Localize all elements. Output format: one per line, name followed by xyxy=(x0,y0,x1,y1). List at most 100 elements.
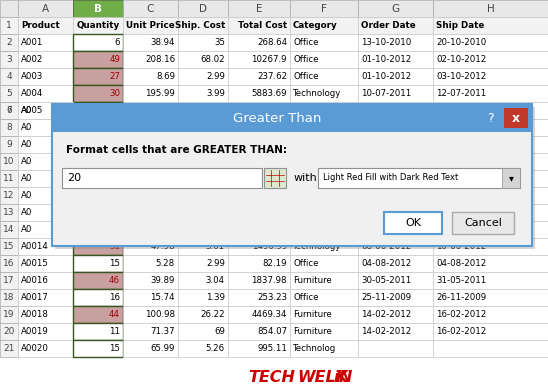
Bar xyxy=(433,306,548,323)
Text: 13-10-2010: 13-10-2010 xyxy=(361,38,411,47)
Text: 46: 46 xyxy=(109,276,120,285)
Bar xyxy=(228,306,290,323)
Bar xyxy=(433,17,548,34)
Bar xyxy=(290,51,358,68)
Text: 26.22: 26.22 xyxy=(201,310,225,319)
Bar xyxy=(123,272,178,289)
Text: 39.89: 39.89 xyxy=(151,276,175,285)
Text: B: B xyxy=(94,3,102,13)
Text: 10-07-2011: 10-07-2011 xyxy=(361,89,411,98)
Bar xyxy=(0,340,18,357)
Text: 3.04: 3.04 xyxy=(206,276,225,285)
Text: A0016: A0016 xyxy=(21,276,49,285)
Bar xyxy=(228,102,290,119)
Text: 8.69: 8.69 xyxy=(156,72,175,81)
Bar xyxy=(123,17,178,34)
Text: ?: ? xyxy=(487,112,493,124)
Bar xyxy=(123,323,178,340)
Text: 237.62: 237.62 xyxy=(257,72,287,81)
Bar xyxy=(228,272,290,289)
Text: 19: 19 xyxy=(3,310,15,319)
Bar xyxy=(73,289,123,306)
Text: A005: A005 xyxy=(21,106,43,115)
Bar xyxy=(290,102,358,119)
Bar xyxy=(18,119,73,136)
Text: Light Red Fill with Dark Red Text: Light Red Fill with Dark Red Text xyxy=(323,174,458,182)
Text: 01-10-2012: 01-10-2012 xyxy=(361,55,411,64)
Bar xyxy=(0,170,18,187)
Bar xyxy=(433,323,548,340)
Bar xyxy=(62,168,262,188)
Text: Format cells that are GREATER THAN:: Format cells that are GREATER THAN: xyxy=(66,145,287,155)
Text: Office: Office xyxy=(293,72,318,81)
Bar xyxy=(18,136,73,153)
Bar xyxy=(264,168,286,188)
Bar xyxy=(433,136,548,153)
Bar xyxy=(228,68,290,85)
Text: 14-02-2012: 14-02-2012 xyxy=(361,327,411,336)
Bar xyxy=(0,306,18,323)
Bar xyxy=(0,102,18,119)
Text: 28-08-2010: 28-08-2010 xyxy=(361,106,411,115)
Bar xyxy=(123,85,178,102)
Text: 21.78: 21.78 xyxy=(150,106,175,115)
Bar xyxy=(123,51,178,68)
Bar xyxy=(433,170,548,187)
Text: 5883.69: 5883.69 xyxy=(252,89,287,98)
Text: 69: 69 xyxy=(214,327,225,336)
Text: 854.07: 854.07 xyxy=(257,327,287,336)
Text: A003: A003 xyxy=(21,72,43,81)
Bar xyxy=(452,212,514,234)
Text: A0: A0 xyxy=(21,174,32,183)
Text: 19: 19 xyxy=(109,106,120,115)
Text: 10267.9: 10267.9 xyxy=(252,55,287,64)
Text: 16: 16 xyxy=(109,293,120,302)
Text: 010: 010 xyxy=(436,191,453,200)
Text: 012: 012 xyxy=(436,225,453,234)
Text: N: N xyxy=(339,370,352,385)
Bar xyxy=(504,108,528,128)
Text: A0017: A0017 xyxy=(21,293,49,302)
Text: Technology: Technology xyxy=(293,89,341,98)
Bar xyxy=(73,272,123,289)
Text: 04-08-2012: 04-08-2012 xyxy=(436,259,486,268)
Text: 5.26: 5.26 xyxy=(206,344,225,353)
Text: Technolog: Technolog xyxy=(293,344,336,353)
Text: 71.37: 71.37 xyxy=(150,327,175,336)
Text: 16-02-2012: 16-02-2012 xyxy=(436,310,486,319)
Text: A0014: A0014 xyxy=(21,242,49,251)
Bar xyxy=(0,0,18,17)
Bar xyxy=(433,238,548,255)
Bar xyxy=(178,68,228,85)
Text: 15: 15 xyxy=(109,344,120,353)
Text: 253.23: 253.23 xyxy=(257,293,287,302)
Bar xyxy=(18,102,73,119)
Bar xyxy=(0,323,18,340)
Bar xyxy=(228,238,290,255)
Text: 010: 010 xyxy=(436,208,453,217)
Text: 12: 12 xyxy=(3,191,15,200)
Text: E: E xyxy=(256,3,262,13)
Bar xyxy=(433,340,548,357)
Text: Category: Category xyxy=(293,21,338,30)
Text: A0020: A0020 xyxy=(21,344,49,353)
Bar xyxy=(433,85,548,102)
Bar xyxy=(433,289,548,306)
Bar xyxy=(123,255,178,272)
Text: 47.98: 47.98 xyxy=(151,242,175,251)
Text: A0015: A0015 xyxy=(21,259,49,268)
Text: Furniture: Furniture xyxy=(293,276,332,285)
Text: 100.98: 100.98 xyxy=(145,310,175,319)
Text: 16-02-2012: 16-02-2012 xyxy=(436,327,486,336)
Text: Greater Than: Greater Than xyxy=(233,112,321,124)
Text: Ship. Cost: Ship. Cost xyxy=(175,21,225,30)
Bar xyxy=(228,85,290,102)
Text: H: H xyxy=(487,3,494,13)
Text: 14-02-2012: 14-02-2012 xyxy=(361,310,411,319)
Bar xyxy=(178,272,228,289)
Text: 3: 3 xyxy=(6,55,12,64)
Text: A004: A004 xyxy=(21,89,43,98)
Text: 10-06-2012: 10-06-2012 xyxy=(436,242,486,251)
Bar xyxy=(52,104,532,132)
Text: 011: 011 xyxy=(436,157,453,166)
